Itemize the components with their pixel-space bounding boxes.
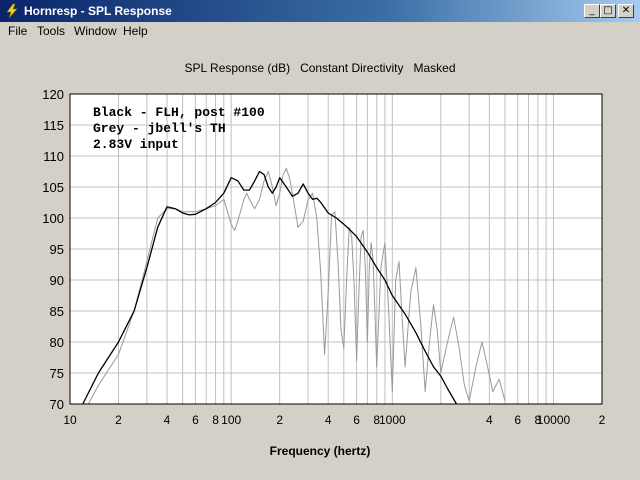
x-tick-label: 6 <box>514 413 521 427</box>
chart-title-directivity: Constant Directivity <box>300 61 404 75</box>
minimize-button[interactable]: _ <box>584 4 600 18</box>
plot-border <box>69 93 603 405</box>
x-tick-label: 10000 <box>537 413 571 427</box>
x-tick-label: 4 <box>164 413 171 427</box>
chart-title: SPL Response (dB) Constant Directivity M… <box>2 61 638 75</box>
y-tick-label: 75 <box>50 366 64 381</box>
chart-annotation: Grey - jbell's TH <box>93 121 226 136</box>
maximize-button[interactable]: □ <box>600 4 616 18</box>
y-tick-label: 95 <box>50 242 64 257</box>
chart-panel: SPL Response (dB) Constant Directivity M… <box>2 42 638 478</box>
menu-help[interactable]: Help <box>123 24 148 38</box>
x-tick-label: 6 <box>353 413 360 427</box>
x-axis-title: Frequency (hertz) <box>269 444 371 458</box>
close-button[interactable]: ✕ <box>618 4 634 18</box>
title-bar: Hornresp - SPL Response _ □ ✕ <box>0 0 640 22</box>
series-line-2 <box>87 167 506 405</box>
x-tick-label: 6 <box>192 413 199 427</box>
y-tick-label: 105 <box>42 180 64 195</box>
y-tick-label: 90 <box>50 273 64 288</box>
y-tick-label: 110 <box>43 149 64 164</box>
y-tick-label: 80 <box>50 335 64 350</box>
x-tick-label: 8 <box>373 413 380 427</box>
y-tick-label: 100 <box>42 211 64 226</box>
x-tick-label: 10 <box>63 413 77 427</box>
x-tick-label: 8 <box>535 413 542 427</box>
menu-window[interactable]: Window <box>74 24 117 38</box>
x-tick-label: 4 <box>486 413 493 427</box>
series-line-1 <box>82 170 458 405</box>
chart-annotation: 2.83V input <box>93 137 179 152</box>
x-tick-label: 2 <box>115 413 122 427</box>
x-tick-label: 100 <box>221 413 241 427</box>
menu-file[interactable]: File <box>8 24 28 38</box>
y-tick-label: 85 <box>50 304 64 319</box>
y-tick-label: 70 <box>50 397 64 412</box>
x-tick-label: 1000 <box>379 413 406 427</box>
x-tick-label: 2 <box>276 413 283 427</box>
window-title: Hornresp - SPL Response <box>24 4 172 18</box>
lightning-icon <box>6 3 18 19</box>
menu-tools[interactable]: Tools <box>37 24 66 38</box>
y-tick-label: 115 <box>43 118 64 133</box>
menu-bar: File Tools Window Help <box>0 22 640 40</box>
x-tick-label: 8 <box>212 413 219 427</box>
x-tick-label: 4 <box>325 413 332 427</box>
chart-title-spl: SPL Response (dB) <box>184 61 291 75</box>
y-tick-label: 120 <box>42 87 64 102</box>
chart-title-masked: Masked <box>413 61 456 75</box>
x-tick-label: 2 <box>599 413 606 427</box>
chart-annotation: Black - FLH, post #100 <box>93 105 265 120</box>
